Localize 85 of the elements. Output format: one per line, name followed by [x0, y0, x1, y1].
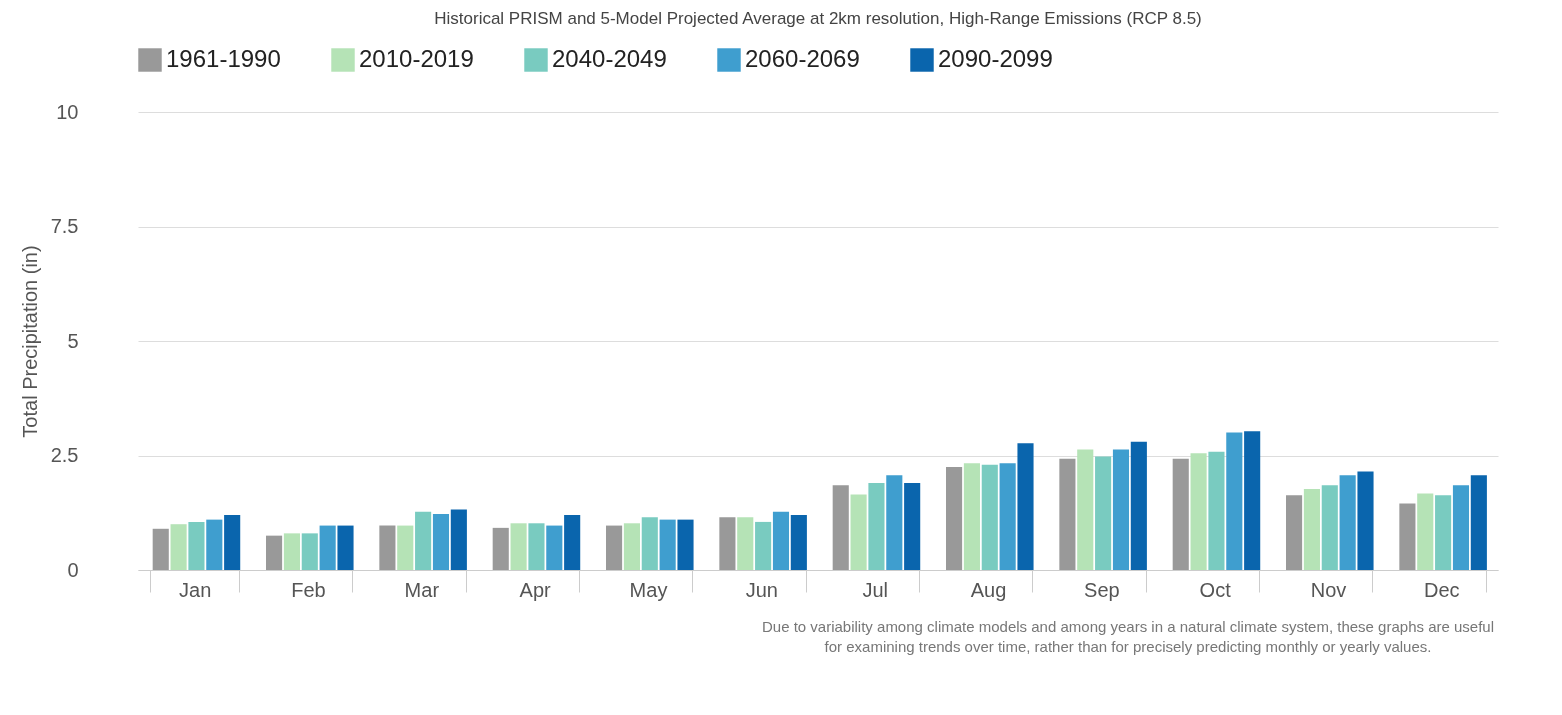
- bar: [319, 525, 336, 570]
- bar: [1244, 431, 1261, 570]
- x-tick-label: Nov: [1310, 578, 1347, 601]
- x-tick-label: Aug: [970, 578, 1007, 601]
- y-tick-label: 5: [67, 329, 79, 352]
- y-tick-label: 0: [67, 558, 79, 581]
- bar: [999, 463, 1016, 570]
- x-tick-label: Jun: [745, 578, 778, 601]
- x-tick-label: Dec: [1424, 578, 1460, 601]
- bar: [1172, 458, 1189, 570]
- bar: [1130, 441, 1147, 570]
- bar: [564, 515, 581, 570]
- bar: [659, 519, 676, 570]
- bar: [904, 482, 921, 570]
- bar: [492, 527, 509, 570]
- bar: [283, 533, 300, 570]
- bar: [528, 523, 545, 570]
- bar: [206, 519, 223, 570]
- bar: [397, 525, 414, 570]
- bar: [737, 517, 754, 570]
- y-axis-title: Total Precipitation (in): [18, 245, 41, 438]
- bar: [1303, 488, 1320, 570]
- bar: [1399, 503, 1416, 570]
- bar: [1339, 475, 1356, 570]
- bar: [379, 525, 396, 570]
- x-tick-label: Sep: [1084, 578, 1120, 601]
- bar: [1321, 485, 1338, 570]
- bar: [623, 523, 640, 570]
- bar: [677, 519, 694, 570]
- bar: [946, 466, 963, 570]
- bar: [1112, 449, 1130, 570]
- x-tick-label: Mar: [404, 578, 440, 601]
- bar: [1286, 495, 1303, 570]
- bar: [790, 515, 807, 570]
- y-tick-label: 10: [56, 100, 79, 123]
- x-tick-label: Apr: [519, 578, 552, 601]
- legend-label: 1961-1990: [166, 45, 281, 72]
- bar: [1190, 453, 1207, 570]
- x-tick-label: Jul: [862, 578, 888, 601]
- bar: [606, 525, 623, 570]
- bar: [1470, 475, 1487, 570]
- bar: [266, 535, 283, 570]
- bar: [432, 514, 450, 570]
- bar: [1059, 458, 1076, 570]
- bar: [850, 494, 867, 570]
- bar: [152, 528, 169, 570]
- x-tick-label: May: [629, 578, 668, 601]
- bar: [981, 464, 998, 570]
- bar: [719, 517, 736, 570]
- bar: [1017, 443, 1034, 570]
- bar: [832, 485, 849, 570]
- bar: [415, 511, 432, 570]
- bar: [963, 463, 980, 570]
- chart-title: Historical PRISM and 5-Model Projected Average at 2km resolution, High-Range Emissions (RCP 8.5): [434, 9, 1202, 28]
- bar: [641, 517, 658, 570]
- x-tick-label: Oct: [1199, 578, 1232, 601]
- bar: [337, 525, 354, 570]
- legend-label: 2060-2069: [745, 45, 860, 72]
- bar: [1226, 432, 1243, 570]
- bar: [868, 482, 885, 570]
- x-tick-label: Jan: [179, 578, 212, 601]
- bar: [1095, 456, 1112, 570]
- y-tick-label: 7.5: [50, 215, 79, 237]
- bar: [886, 475, 903, 570]
- legend-label: 2040-2049: [552, 45, 667, 72]
- bar: [188, 521, 205, 570]
- bar: [450, 509, 467, 570]
- bar: [1208, 451, 1225, 570]
- legend-label: 2010-2019: [359, 45, 474, 72]
- legend-label: 2090-2099: [938, 45, 1053, 72]
- bar: [170, 524, 187, 570]
- bar: [301, 533, 318, 570]
- text: Due to variability among climate models and among years in a natural climate system, these graphs are useful for examining trends over time, rather than for precisely predicting monthly or yearly values.: [761, 618, 1495, 655]
- bar: [1357, 471, 1374, 570]
- bar: [1452, 485, 1470, 570]
- bar: [755, 521, 772, 570]
- bar: [1077, 449, 1094, 570]
- y-tick-label: 2.5: [50, 444, 79, 466]
- bar: [510, 523, 527, 570]
- bar: [546, 525, 563, 570]
- bar: [1417, 493, 1434, 570]
- x-tick-label: Feb: [291, 578, 326, 601]
- bar: [224, 515, 241, 570]
- bar: [772, 511, 790, 570]
- bar: [1435, 495, 1452, 570]
